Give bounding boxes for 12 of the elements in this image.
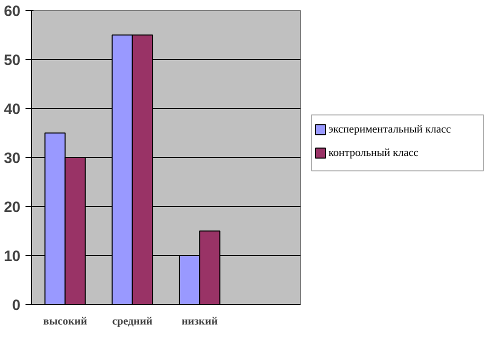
- y-tick-label: 10: [4, 248, 21, 265]
- legend-label: экспериментальный класс: [328, 124, 451, 136]
- x-tick-label: низкий: [182, 316, 218, 328]
- y-tick-label: 40: [4, 101, 21, 118]
- x-tick-label: высокий: [43, 316, 88, 328]
- y-tick-label: 0: [12, 297, 20, 314]
- legend-label: контрольный класс: [328, 147, 418, 160]
- y-tick-label: 20: [4, 199, 21, 216]
- y-tick-label: 50: [4, 52, 21, 69]
- x-tick-label: средний: [112, 316, 154, 328]
- y-tick-label: 60: [4, 3, 21, 20]
- y-tick-label: 30: [4, 150, 21, 167]
